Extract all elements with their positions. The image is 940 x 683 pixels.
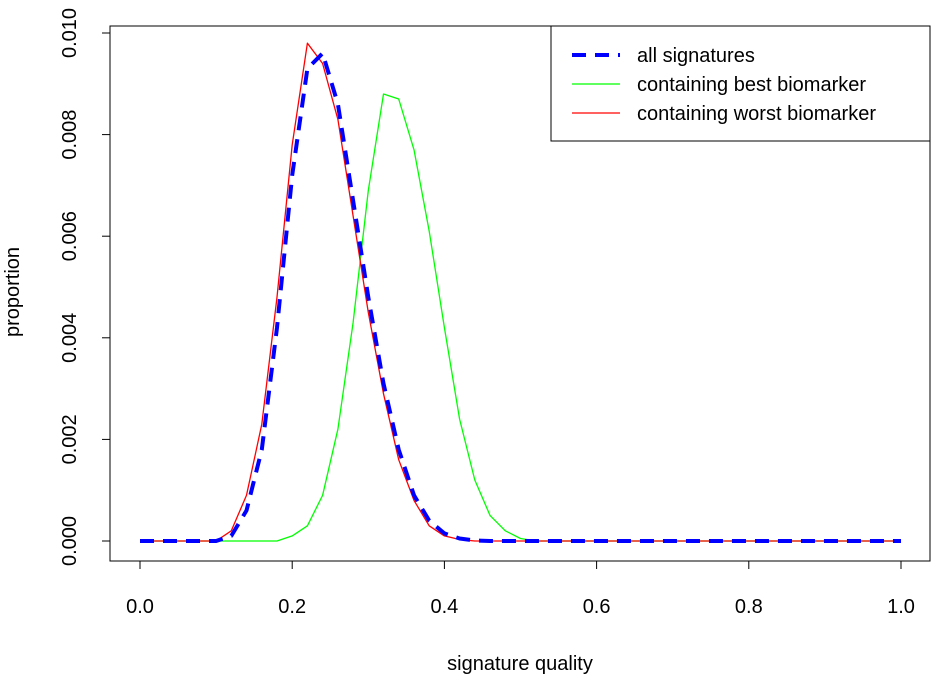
y-tick-label: 0.006 [59, 211, 81, 261]
y-tick-label: 0.002 [59, 414, 81, 464]
x-tick-label: 1.0 [887, 596, 915, 618]
legend-label: containing best biomarker [637, 74, 866, 96]
y-axis-title: proportion [2, 247, 24, 337]
series-line-0 [140, 51, 901, 543]
y-tick-label: 0.008 [59, 110, 81, 160]
y-axis: 0.000 0.002 0.004 0.006 0.008 0.010 [59, 8, 111, 566]
legend-label: containing worst biomarker [637, 103, 876, 125]
x-tick-label: 0.4 [430, 596, 458, 618]
y-tick-label: 0.000 [59, 516, 81, 566]
legend: all signatures containing best biomarker c… [550, 25, 931, 142]
x-tick-label: 0.8 [735, 596, 763, 618]
series-line-2 [140, 42, 901, 542]
series-line-1 [140, 93, 901, 542]
x-tick-label: 0.6 [583, 596, 611, 618]
y-tick-label: 0.004 [59, 313, 81, 363]
legend-box [550, 25, 931, 142]
x-axis: 0.0 0.2 0.4 0.6 0.8 1.0 [126, 560, 915, 618]
legend-label: all signatures [637, 45, 755, 67]
series-layer [140, 42, 901, 543]
x-tick-label: 0.2 [278, 596, 306, 618]
y-tick-label: 0.010 [59, 8, 81, 58]
x-tick-label: 0.0 [126, 596, 154, 618]
x-axis-title: signature quality [447, 653, 593, 675]
